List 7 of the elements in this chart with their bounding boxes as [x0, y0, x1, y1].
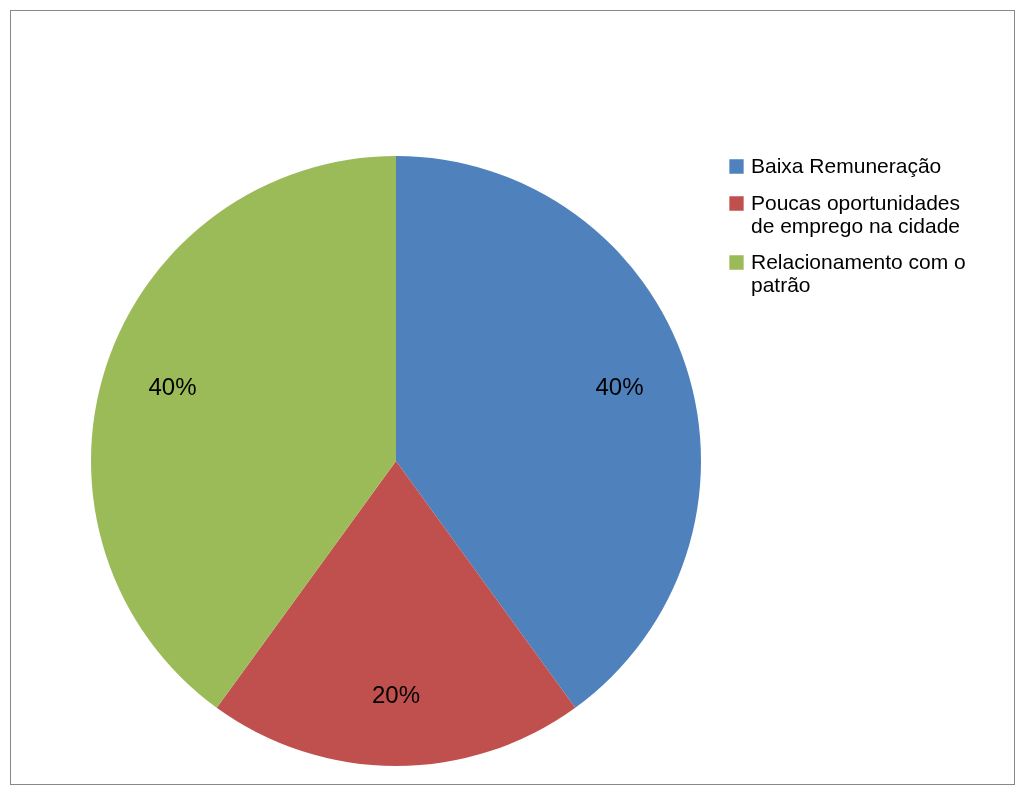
legend-label: Relacionamento com o patrão: [751, 249, 966, 296]
data-label: 40%: [595, 373, 644, 401]
pie-slice: [216, 461, 576, 766]
data-label: 40%: [148, 373, 197, 401]
legend-label: Baixa Remuneração: [751, 153, 942, 177]
data-label: 20%: [371, 681, 421, 708]
legend-label: Poucas oportunidades de emprego na cidade: [751, 190, 960, 237]
